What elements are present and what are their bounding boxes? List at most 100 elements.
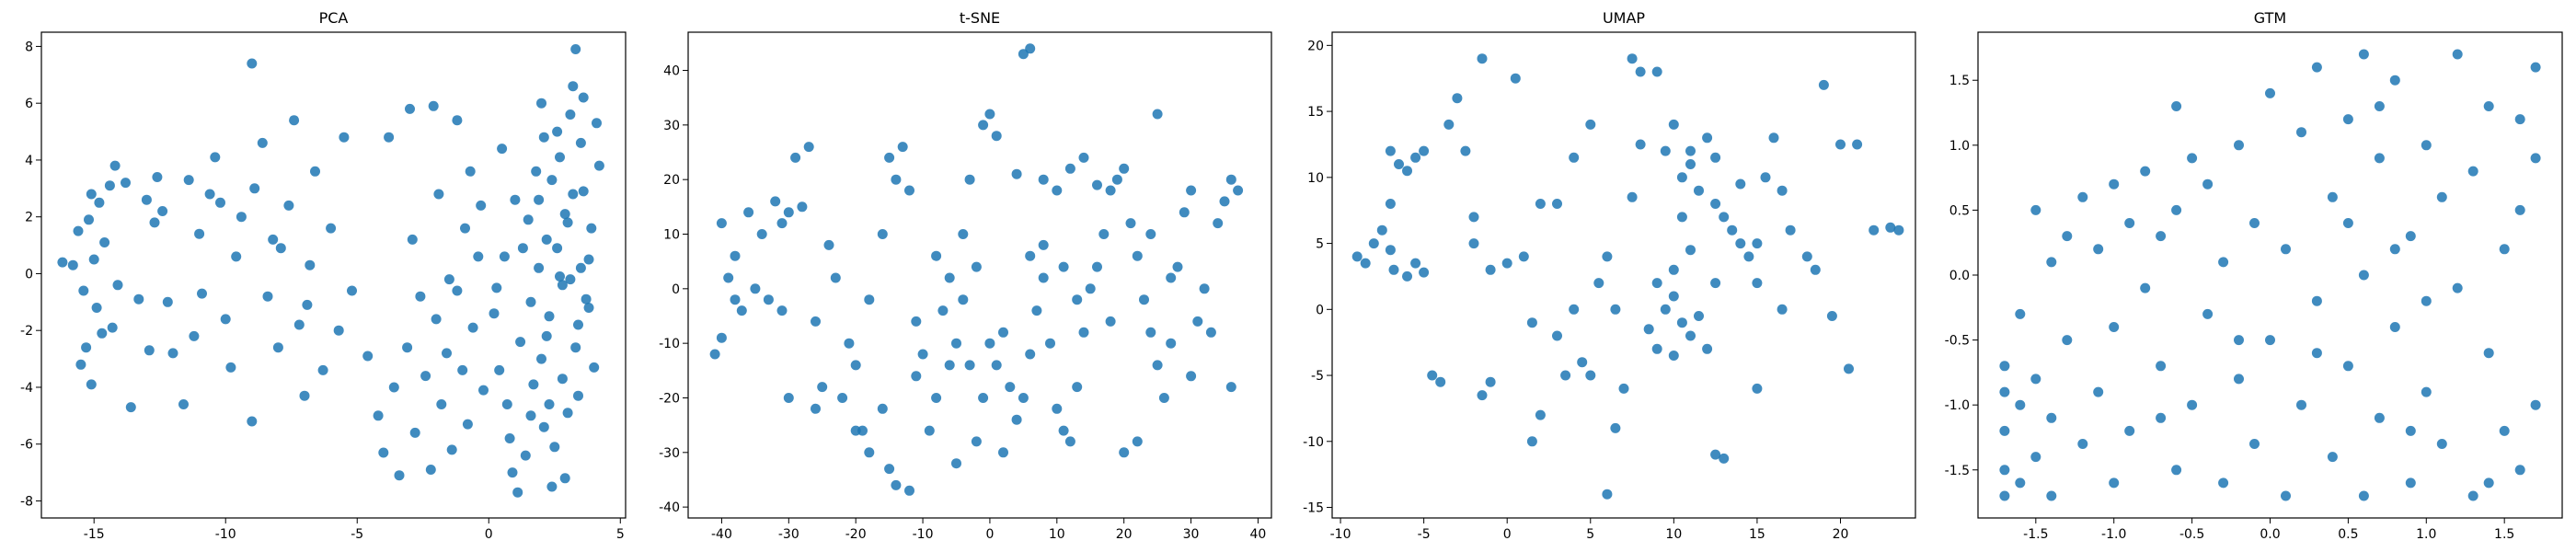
data-point	[204, 189, 215, 200]
data-point	[1111, 174, 1122, 185]
data-point	[891, 479, 902, 490]
data-point	[167, 348, 178, 359]
data-points	[1999, 49, 2541, 501]
y-tick-label: -20	[659, 391, 680, 406]
data-point	[2030, 374, 2041, 385]
data-point	[109, 160, 121, 171]
data-point	[830, 272, 841, 283]
data-point	[1602, 251, 1613, 262]
data-point	[2342, 114, 2353, 125]
y-tick-label: -2	[20, 324, 33, 339]
data-point	[436, 399, 447, 409]
data-point	[1999, 465, 2010, 476]
data-point	[1893, 224, 1904, 236]
data-point	[333, 325, 344, 336]
x-tick-label: -5	[1418, 527, 1431, 542]
data-point	[405, 103, 415, 114]
data-point	[1119, 163, 1130, 174]
data-point	[1092, 179, 1102, 190]
data-point	[2109, 477, 2120, 489]
data-point	[991, 131, 1002, 142]
data-point	[2046, 257, 2057, 268]
data-point	[220, 314, 231, 325]
data-point	[1192, 316, 1203, 327]
data-point	[1443, 119, 1455, 130]
data-point	[2436, 191, 2447, 202]
data-point	[2452, 49, 2463, 60]
data-point	[1844, 363, 1854, 374]
y-tick-label: 20	[663, 173, 680, 188]
data-point	[884, 464, 895, 475]
data-point	[552, 126, 563, 137]
data-point	[517, 243, 528, 254]
data-point	[157, 206, 168, 216]
data-point	[1660, 304, 1671, 315]
data-point	[1510, 73, 1521, 84]
data-point	[891, 174, 902, 185]
data-point	[394, 470, 405, 481]
data-point	[877, 229, 888, 239]
data-point	[884, 152, 895, 163]
data-point	[2421, 295, 2432, 306]
data-point	[817, 382, 828, 393]
data-point	[504, 433, 515, 443]
data-point	[743, 207, 754, 218]
y-tick-label: 10	[663, 228, 680, 243]
data-point	[716, 332, 727, 343]
data-point	[1785, 224, 1796, 236]
data-point	[776, 218, 788, 229]
data-point	[557, 280, 568, 291]
x-tick-label: 0.0	[2260, 527, 2280, 542]
data-point	[709, 349, 720, 360]
x-tick-label: 0	[985, 527, 994, 542]
data-point	[141, 194, 152, 205]
x-tick-label: 0.5	[2338, 527, 2358, 542]
x-tick-label: -10	[1330, 527, 1351, 542]
x-tick-label: -10	[215, 527, 236, 542]
chart-title: t-SNE	[960, 9, 1000, 27]
data-point	[302, 299, 313, 310]
data-point	[797, 201, 808, 213]
data-point	[1552, 199, 1562, 209]
data-point	[811, 403, 821, 414]
y-tick-label: -1.5	[1945, 464, 1970, 478]
data-point	[1410, 258, 1421, 269]
data-point	[1869, 224, 1880, 236]
y-tick-label: 2	[25, 211, 33, 225]
data-point	[1999, 425, 2010, 436]
data-point	[2311, 348, 2322, 359]
y-tick-label: 1.0	[1949, 139, 1970, 154]
data-point	[462, 419, 473, 430]
data-point	[443, 274, 454, 285]
data-point	[2046, 412, 2057, 423]
data-point	[964, 174, 975, 185]
data-point	[2436, 439, 2447, 449]
data-point	[1427, 370, 1438, 381]
data-point	[497, 144, 508, 155]
data-point	[538, 132, 549, 143]
data-point	[750, 283, 761, 294]
data-point	[75, 359, 86, 370]
data-points	[1351, 53, 1904, 500]
data-point	[299, 390, 310, 401]
data-point	[1685, 145, 1696, 156]
data-point	[231, 251, 242, 262]
data-point	[1518, 251, 1529, 262]
data-point	[2140, 282, 2151, 293]
data-point	[924, 425, 935, 436]
data-point	[1577, 357, 1588, 368]
data-point	[1685, 159, 1696, 169]
data-point	[121, 178, 131, 189]
data-point	[1166, 272, 1177, 283]
data-point	[1225, 174, 1236, 185]
data-point	[2467, 166, 2478, 177]
data-point	[2405, 477, 2416, 489]
data-point	[586, 223, 597, 234]
data-point	[1485, 264, 1496, 275]
chart-panel-umap: -10 -5 0 5 10 15 20 -15 -10 -5 0 5 10 15 20 UMAP	[1303, 9, 1916, 542]
data-point	[1394, 159, 1404, 169]
data-point	[2327, 452, 2338, 463]
data-point	[272, 342, 283, 353]
data-point	[1719, 212, 1730, 223]
